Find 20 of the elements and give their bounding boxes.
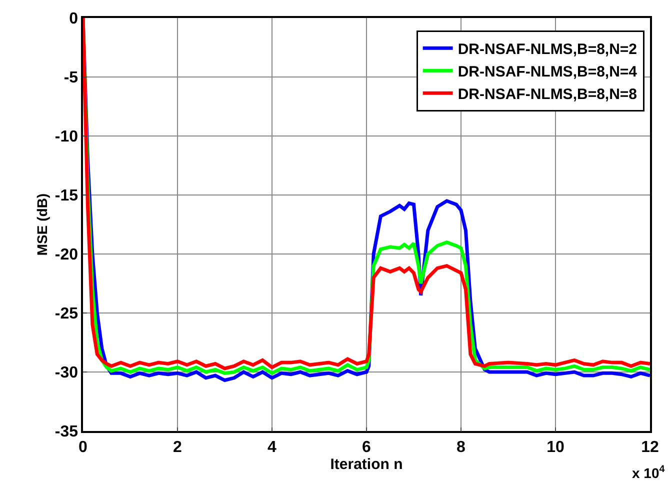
y-tick-label: -30 (54, 364, 78, 382)
x-tick-label: 10 (546, 438, 564, 456)
y-tick-label: -15 (54, 188, 78, 205)
y-tick-label: 0 (69, 10, 78, 28)
y-tick-label: -35 (54, 424, 78, 441)
text: x 10$^{4}$ (632, 464, 666, 481)
x-tick-label: 6 (362, 438, 372, 456)
x-axis-title: Iteration n (330, 456, 403, 473)
y-tick-label: -25 (54, 306, 78, 323)
y-tick-label: -10 (54, 128, 78, 146)
legend-label: DR-NSAF-NLMS,B=8,N=8 (458, 86, 638, 103)
y-tick-label: -5 (64, 70, 78, 87)
y-tick-label: -20 (54, 246, 78, 264)
x-tick-label: 4 (268, 438, 277, 456)
y-axis-title: MSE (dB) (34, 193, 50, 256)
legend-label: DR-NSAF-NLMS,B=8,N=2 (458, 40, 638, 58)
x-tick-label: 8 (456, 438, 466, 456)
x-tick-label: 12 (641, 438, 659, 456)
x-tick-label: 2 (173, 438, 182, 456)
legend-label: DR-NSAF-NLMS,B=8,N=4 (458, 63, 638, 80)
